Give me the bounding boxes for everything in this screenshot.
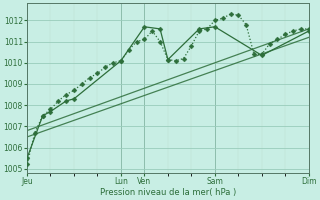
X-axis label: Pression niveau de la mer( hPa ): Pression niveau de la mer( hPa )	[100, 188, 236, 197]
